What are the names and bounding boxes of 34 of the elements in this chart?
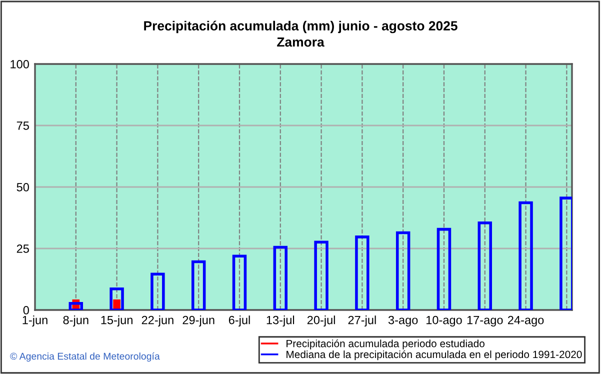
x-tick-label: 27-jul: [348, 316, 376, 327]
bar: [518, 201, 533, 310]
x-tick-label: 29-jun: [182, 316, 214, 327]
bar: [478, 222, 492, 310]
y-tick-label: 100: [10, 60, 29, 68]
x-tick-label: 13-jul: [266, 316, 294, 327]
chart-title: Precipitación acumulada (mm) junio - agosto 2025 Zamora: [144, 20, 458, 47]
x-tick-label: 8-jun: [63, 316, 88, 327]
x-tick-label: 3-ago: [388, 316, 418, 327]
x-tick-label: 6-jul: [228, 316, 250, 327]
bar: [150, 272, 165, 310]
legend-label: Precipitación acumulada periodo estudiado: [286, 339, 484, 350]
y-tick-label: 50: [16, 183, 29, 192]
bar: [68, 302, 84, 310]
bar: [355, 236, 370, 310]
bar: [191, 260, 206, 310]
legend-label: Mediana de la precipitación acumulada en el periodo 1991-2020: [286, 350, 582, 360]
text: © Agencia Estatal de Meteorología: [10, 352, 160, 362]
bar: [314, 240, 328, 310]
y-tick-label: 0: [23, 306, 29, 314]
x-tick-label: 20-jul: [307, 316, 335, 327]
x-tick-label: 24-ago: [508, 316, 544, 327]
x-tick-label: 1-jun: [22, 316, 48, 327]
bar: [273, 246, 288, 310]
bar: [110, 287, 124, 310]
bar: [396, 231, 410, 310]
bar: [436, 228, 452, 310]
x-tick-label: 10-ago: [426, 316, 462, 327]
x-tick-label: 22-jun: [142, 316, 174, 327]
x-tick-label: 15-jun: [101, 316, 132, 327]
bar: [232, 254, 247, 310]
x-tick-label: 17-ago: [467, 316, 503, 327]
y-tick-label: 25: [16, 244, 29, 253]
y-tick-label: 75: [16, 122, 29, 130]
